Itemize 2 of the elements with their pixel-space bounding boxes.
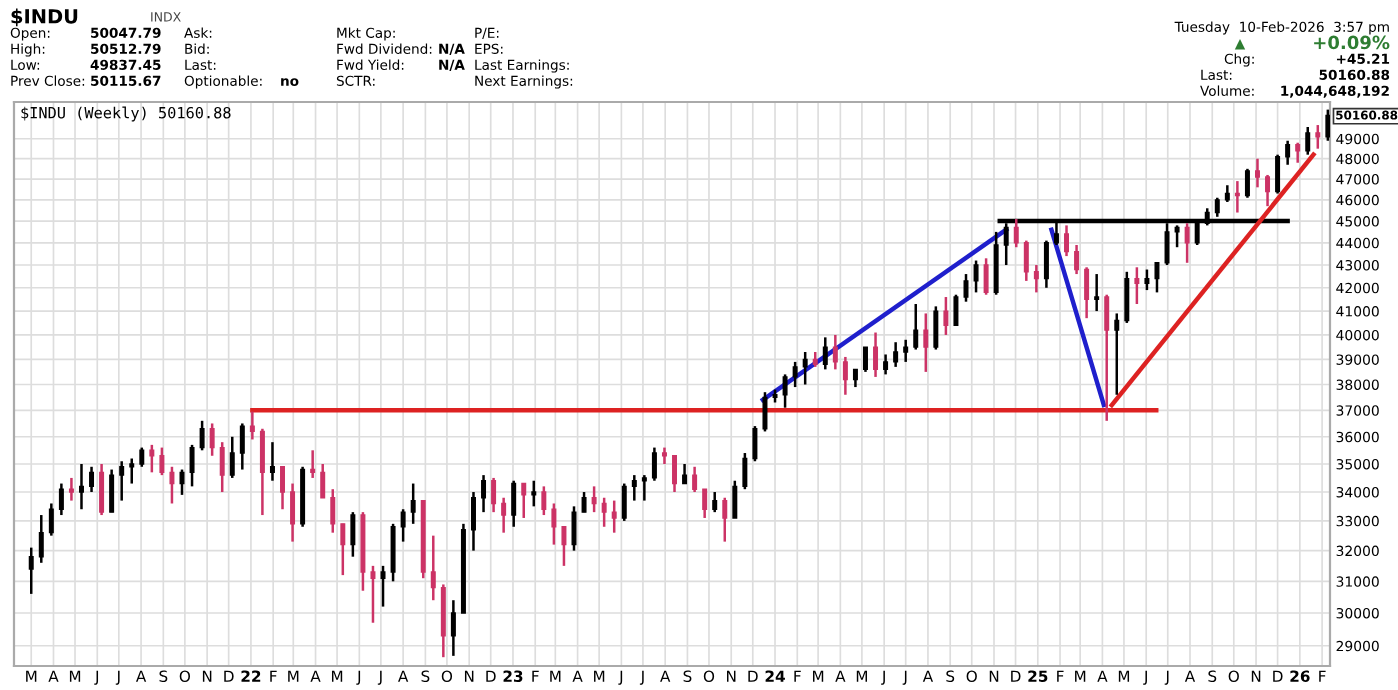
chart-title: $INDU bbox=[11, 8, 78, 27]
text: +0.09% bbox=[1314, 35, 1390, 50]
